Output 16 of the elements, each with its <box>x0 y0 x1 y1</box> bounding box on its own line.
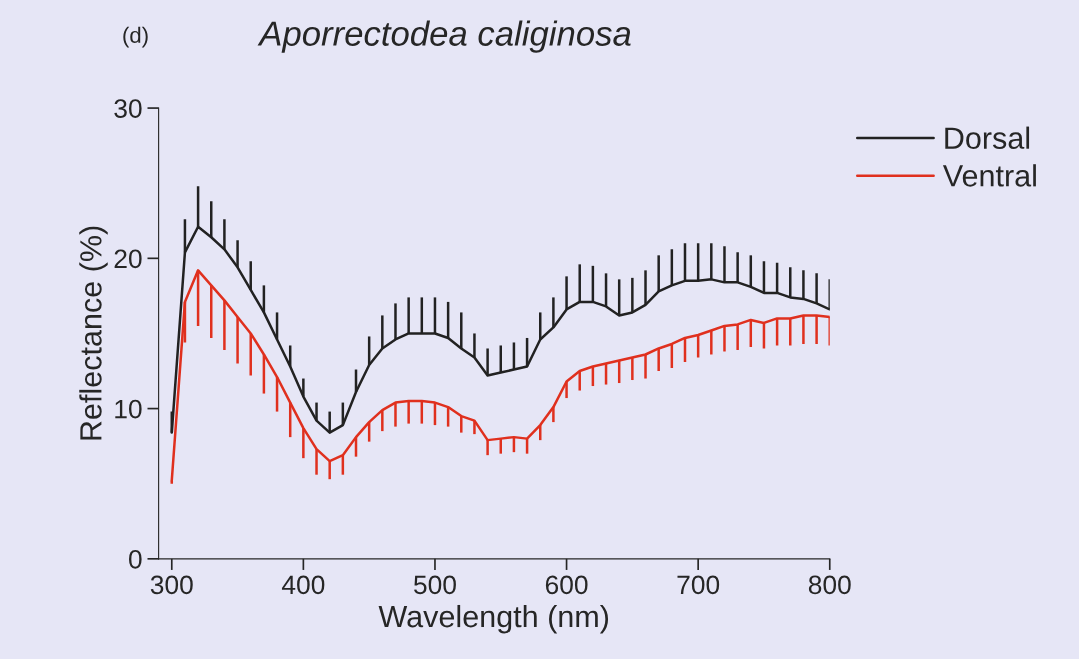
y-tick-label: 20 <box>114 249 142 269</box>
x-tick-label: 700 <box>677 575 720 595</box>
legend-label: Ventral <box>942 164 1036 187</box>
x-tick-label: 800 <box>808 575 851 595</box>
x-tick-label: 600 <box>545 575 588 595</box>
y-axis-title: Reflectance (%) <box>79 226 108 440</box>
x-tick-label: 500 <box>414 575 456 595</box>
y-tick-label: 10 <box>115 399 142 419</box>
x-tick-label: 400 <box>281 575 325 595</box>
y-tick-label: 30 <box>114 99 142 118</box>
y-tick-label: 0 <box>129 549 142 569</box>
text: (d) <box>123 26 148 48</box>
x-tick-label: 300 <box>150 575 193 595</box>
x-axis-title: Wavelength (nm) <box>378 604 609 634</box>
chart-title: Aporrectodea caliginosa <box>257 20 631 53</box>
legend-label: Dorsal <box>945 126 1030 149</box>
